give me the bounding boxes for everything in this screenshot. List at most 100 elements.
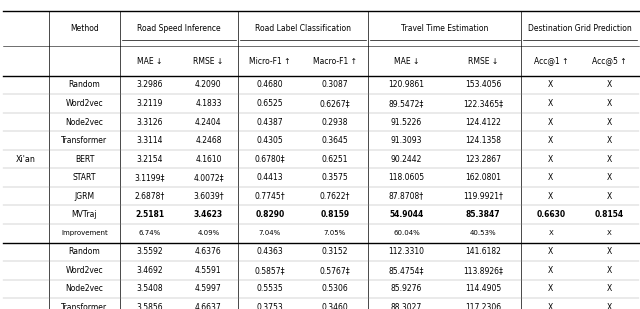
Text: 0.6267‡: 0.6267‡ bbox=[320, 99, 350, 108]
Text: Node2vec: Node2vec bbox=[65, 284, 104, 294]
Text: 153.4056: 153.4056 bbox=[465, 80, 501, 90]
Text: 3.2986: 3.2986 bbox=[136, 80, 163, 90]
Text: Transformer: Transformer bbox=[61, 303, 108, 309]
Text: 120.9861: 120.9861 bbox=[388, 80, 424, 90]
Text: 0.2938: 0.2938 bbox=[322, 117, 348, 127]
Text: Random: Random bbox=[68, 247, 100, 256]
Text: 0.3645: 0.3645 bbox=[322, 136, 348, 145]
Text: 112.3310: 112.3310 bbox=[388, 247, 424, 256]
Text: 0.8159: 0.8159 bbox=[321, 210, 349, 219]
Text: 0.6251: 0.6251 bbox=[322, 154, 348, 164]
Text: X: X bbox=[607, 154, 612, 164]
Text: 3.3126: 3.3126 bbox=[136, 117, 163, 127]
Text: 90.2442: 90.2442 bbox=[391, 154, 422, 164]
Text: 85.4754‡: 85.4754‡ bbox=[389, 266, 424, 275]
Text: X: X bbox=[607, 303, 612, 309]
Text: 124.4122: 124.4122 bbox=[465, 117, 501, 127]
Text: X: X bbox=[607, 192, 612, 201]
Text: X: X bbox=[548, 247, 554, 256]
Text: X: X bbox=[607, 247, 612, 256]
Text: 117.2306: 117.2306 bbox=[465, 303, 501, 309]
Text: 4.2404: 4.2404 bbox=[195, 117, 221, 127]
Text: 0.5767‡: 0.5767‡ bbox=[320, 266, 350, 275]
Text: 4.6376: 4.6376 bbox=[195, 247, 222, 256]
Text: 0.5857‡: 0.5857‡ bbox=[255, 266, 285, 275]
Text: 3.5592: 3.5592 bbox=[136, 247, 163, 256]
Text: 0.6525: 0.6525 bbox=[257, 99, 283, 108]
Text: 0.4413: 0.4413 bbox=[257, 173, 283, 182]
Text: 60.04%: 60.04% bbox=[393, 230, 420, 236]
Text: Acc@5 ↑: Acc@5 ↑ bbox=[592, 57, 627, 66]
Text: X: X bbox=[607, 117, 612, 127]
Text: 2.6878†: 2.6878† bbox=[134, 192, 165, 201]
Text: X: X bbox=[548, 284, 554, 294]
Text: Macro-F1 ↑: Macro-F1 ↑ bbox=[313, 57, 357, 66]
Text: 0.4305: 0.4305 bbox=[257, 136, 283, 145]
Text: 85.9276: 85.9276 bbox=[391, 284, 422, 294]
Text: 4.1833: 4.1833 bbox=[195, 99, 221, 108]
Text: 0.3460: 0.3460 bbox=[322, 303, 348, 309]
Text: 7.05%: 7.05% bbox=[324, 230, 346, 236]
Text: 4.2090: 4.2090 bbox=[195, 80, 221, 90]
Text: 4.5997: 4.5997 bbox=[195, 284, 222, 294]
Text: Road Label Classification: Road Label Classification bbox=[255, 24, 351, 33]
Text: 6.74%: 6.74% bbox=[139, 230, 161, 236]
Text: 3.6039†: 3.6039† bbox=[193, 192, 224, 201]
Text: 0.8290: 0.8290 bbox=[255, 210, 284, 219]
Text: 0.4680: 0.4680 bbox=[257, 80, 283, 90]
Text: 91.3093: 91.3093 bbox=[391, 136, 422, 145]
Text: Word2vec: Word2vec bbox=[66, 266, 103, 275]
Text: X: X bbox=[548, 136, 554, 145]
Text: 118.0605: 118.0605 bbox=[388, 173, 424, 182]
Text: Improvement: Improvement bbox=[61, 230, 108, 236]
Text: 0.3087: 0.3087 bbox=[322, 80, 348, 90]
Text: X: X bbox=[607, 136, 612, 145]
Text: X: X bbox=[548, 192, 554, 201]
Text: 119.9921†: 119.9921† bbox=[463, 192, 503, 201]
Text: Destination Grid Prediction: Destination Grid Prediction bbox=[528, 24, 632, 33]
Text: 0.8154: 0.8154 bbox=[595, 210, 624, 219]
Text: X: X bbox=[548, 303, 554, 309]
Text: JGRM: JGRM bbox=[74, 192, 95, 201]
Text: Road Speed Inference: Road Speed Inference bbox=[137, 24, 221, 33]
Text: 0.4363: 0.4363 bbox=[257, 247, 283, 256]
Text: MVTraj: MVTraj bbox=[72, 210, 97, 219]
Text: X: X bbox=[607, 173, 612, 182]
Text: Node2vec: Node2vec bbox=[65, 117, 104, 127]
Text: X: X bbox=[607, 230, 612, 236]
Text: 114.4905: 114.4905 bbox=[465, 284, 501, 294]
Text: 88.3027: 88.3027 bbox=[391, 303, 422, 309]
Text: Micro-F1 ↑: Micro-F1 ↑ bbox=[249, 57, 291, 66]
Text: X: X bbox=[548, 99, 554, 108]
Text: 4.5591: 4.5591 bbox=[195, 266, 221, 275]
Text: RMSE ↓: RMSE ↓ bbox=[193, 57, 223, 66]
Text: 0.7622†: 0.7622† bbox=[320, 192, 350, 201]
Text: X: X bbox=[607, 284, 612, 294]
Text: Random: Random bbox=[68, 80, 100, 90]
Text: 91.5226: 91.5226 bbox=[391, 117, 422, 127]
Text: X: X bbox=[548, 154, 554, 164]
Text: 4.2468: 4.2468 bbox=[195, 136, 221, 145]
Text: 113.8926‡: 113.8926‡ bbox=[463, 266, 503, 275]
Text: X: X bbox=[548, 80, 554, 90]
Text: 3.5856: 3.5856 bbox=[136, 303, 163, 309]
Text: Method: Method bbox=[70, 24, 99, 33]
Text: 124.1358: 124.1358 bbox=[465, 136, 501, 145]
Text: 3.2119: 3.2119 bbox=[136, 99, 163, 108]
Text: 162.0801: 162.0801 bbox=[465, 173, 501, 182]
Text: 123.2867: 123.2867 bbox=[465, 154, 501, 164]
Text: START: START bbox=[73, 173, 96, 182]
Text: 0.5535: 0.5535 bbox=[257, 284, 283, 294]
Text: 0.5306: 0.5306 bbox=[322, 284, 348, 294]
Text: 0.6780‡: 0.6780‡ bbox=[255, 154, 285, 164]
Text: 141.6182: 141.6182 bbox=[465, 247, 501, 256]
Text: Word2vec: Word2vec bbox=[66, 99, 103, 108]
Text: Xi'an: Xi'an bbox=[16, 154, 36, 164]
Text: 2.5181: 2.5181 bbox=[135, 210, 164, 219]
Text: Transformer: Transformer bbox=[61, 136, 108, 145]
Text: Acc@1 ↑: Acc@1 ↑ bbox=[534, 57, 568, 66]
Text: 4.6637: 4.6637 bbox=[195, 303, 222, 309]
Text: 3.2154: 3.2154 bbox=[136, 154, 163, 164]
Text: 0.4387: 0.4387 bbox=[257, 117, 283, 127]
Text: 0.6630: 0.6630 bbox=[536, 210, 565, 219]
